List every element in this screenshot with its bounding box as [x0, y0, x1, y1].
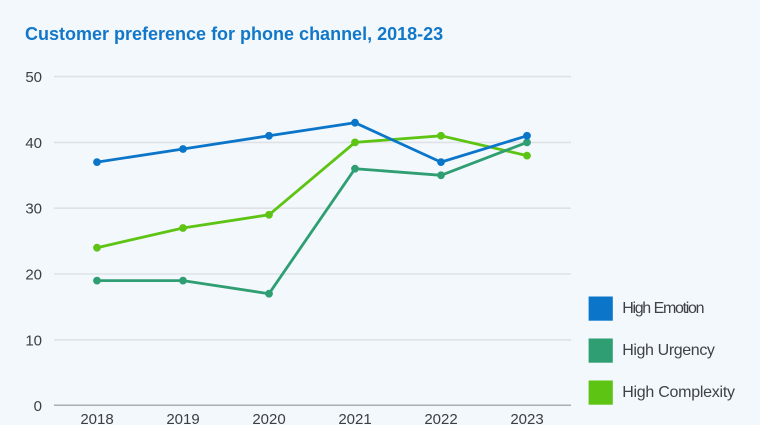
svg-text:High Emotion: High Emotion: [622, 300, 703, 317]
svg-text:10: 10: [25, 332, 42, 349]
svg-text:High Urgency: High Urgency: [622, 342, 715, 359]
svg-text:2020: 2020: [252, 411, 285, 425]
svg-text:2018: 2018: [80, 411, 113, 425]
svg-text:50: 50: [25, 69, 42, 86]
svg-text:2023: 2023: [510, 411, 543, 425]
svg-text:2019: 2019: [166, 411, 199, 425]
svg-text:30: 30: [25, 201, 42, 218]
svg-text:High Complexity: High Complexity: [622, 384, 735, 401]
svg-text:20: 20: [25, 267, 42, 284]
svg-text:2022: 2022: [424, 411, 457, 425]
svg-text:40: 40: [25, 135, 42, 152]
svg-text:0: 0: [34, 398, 42, 415]
svg-text:2021: 2021: [338, 411, 371, 425]
svg-text:Customer preference for phone: Customer preference for phone channel, 2…: [25, 24, 443, 44]
